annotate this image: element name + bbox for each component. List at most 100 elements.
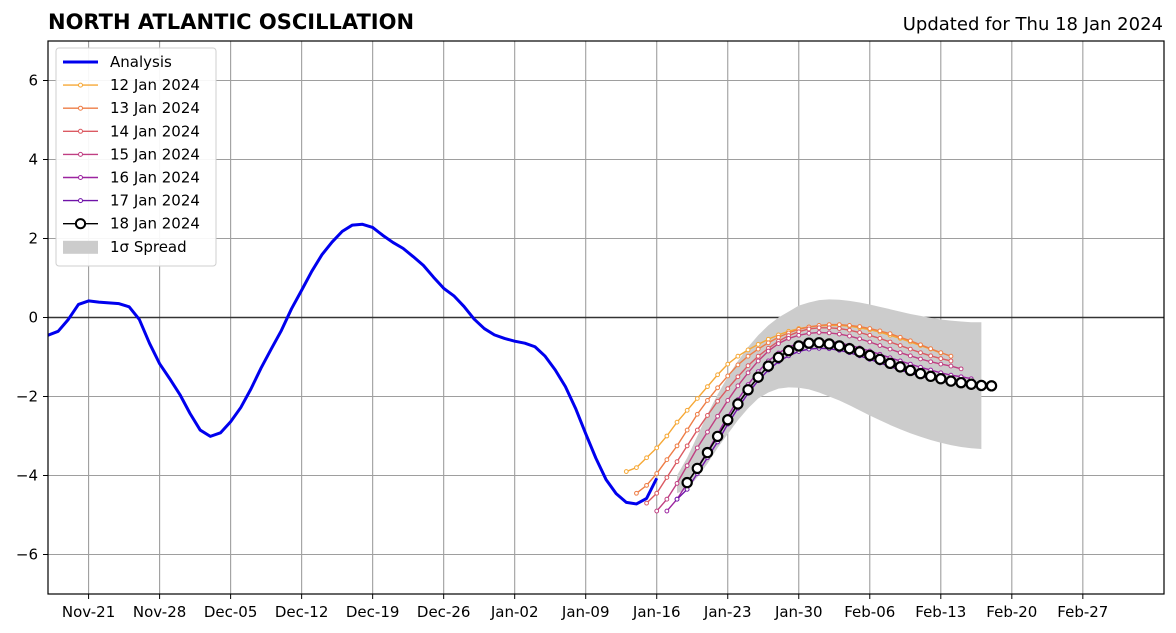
forecast-point (847, 327, 852, 333)
x-tick-label: Jan-30 (774, 603, 823, 621)
x-tick-label: Feb-06 (844, 603, 895, 621)
forecast-point (755, 346, 761, 352)
forecast-point (847, 333, 852, 339)
forecast-point (776, 334, 781, 340)
forecast-point (705, 398, 710, 403)
forecast-point (745, 363, 751, 369)
forecast-point (907, 338, 913, 344)
forecast-point (735, 353, 741, 359)
forecast-point (711, 430, 724, 443)
forecast-point (955, 376, 967, 389)
legend-swatch-marker (78, 151, 83, 157)
forecast-point (674, 443, 680, 449)
forecast-point (694, 411, 700, 417)
forecast-point (806, 326, 812, 332)
y-tick-label: −6 (16, 546, 38, 564)
forecast-point (755, 353, 761, 359)
x-tick-label: Jan-02 (490, 603, 539, 621)
forecast-point (725, 373, 731, 379)
forecast-point (745, 353, 751, 359)
legend-swatch-marker (78, 175, 83, 180)
forecast-point (874, 353, 886, 366)
forecast-point (701, 446, 714, 459)
forecast-point (938, 356, 944, 361)
forecast-point (897, 343, 903, 348)
forecast-point (836, 322, 842, 328)
forecast-point (897, 334, 903, 340)
forecast-point (634, 490, 639, 496)
forecast-point (786, 336, 792, 341)
forecast-point (867, 326, 873, 331)
x-tick-label: Feb-20 (986, 603, 1037, 621)
forecast-point (816, 325, 822, 331)
forecast-point (826, 330, 832, 336)
forecast-point (742, 384, 754, 396)
forecast-point (634, 465, 639, 471)
legend-swatch-marker (78, 198, 83, 204)
forecast-point (644, 455, 649, 461)
legend-label: 16 Jan 2024 (110, 169, 200, 187)
forecast-point (928, 353, 934, 359)
forecast-point (924, 370, 937, 383)
legend-swatch-spread (63, 240, 98, 254)
y-tick-label: −4 (16, 467, 38, 485)
forecast-point (644, 500, 649, 506)
legend-swatch-marker (78, 128, 83, 134)
chart-subtitle: Updated for Thu 18 Jan 2024 (903, 14, 1163, 35)
forecast-point (948, 358, 954, 364)
forecast-point (918, 342, 923, 348)
forecast-point (836, 326, 842, 331)
forecast-point (755, 341, 761, 347)
forecast-point (654, 490, 660, 496)
forecast-point (907, 353, 913, 359)
forecast-point (654, 508, 660, 514)
forecast-point (664, 475, 670, 480)
forecast-point (897, 350, 903, 356)
forecast-series (654, 330, 964, 514)
forecast-point (948, 363, 954, 369)
x-tick-label: Jan-09 (561, 603, 610, 621)
forecast-point (938, 350, 944, 356)
forecast-point (735, 362, 741, 368)
x-tick-label: Jan-16 (632, 603, 681, 621)
forecast-point (725, 361, 731, 367)
chart-title: NORTH ATLANTIC OSCILLATION (48, 10, 414, 34)
forecast-point (867, 332, 873, 338)
forecast-point (664, 496, 670, 502)
forecast-point (745, 347, 751, 353)
forecast-point (803, 337, 815, 349)
forecast-point (904, 364, 917, 377)
legend-label: 13 Jan 2024 (110, 99, 200, 117)
forecast-point (938, 361, 944, 367)
forecast-point (715, 398, 720, 404)
forecast-point (715, 413, 720, 419)
forecast-point (826, 325, 832, 331)
forecast-point (654, 471, 660, 476)
forecast-point (965, 378, 977, 390)
forecast-point (847, 323, 852, 328)
forecast-point (877, 328, 883, 334)
forecast-point (684, 407, 690, 413)
legend-label: 14 Jan 2024 (110, 122, 200, 140)
forecast-point (684, 443, 690, 449)
forecast-point (813, 337, 825, 349)
forecast-point (752, 371, 764, 383)
x-tick-label: Feb-13 (915, 603, 966, 621)
legend-label: 12 Jan 2024 (110, 76, 200, 94)
forecast-point (674, 459, 680, 465)
forecast-point (975, 379, 988, 392)
forecast-point (907, 346, 913, 352)
forecast-point (877, 336, 883, 341)
forecast-point (877, 343, 883, 348)
forecast-point (725, 386, 731, 392)
forecast-point (823, 338, 835, 350)
forecast-point (735, 374, 741, 380)
forecast-point (735, 383, 741, 389)
forecast-point (664, 433, 670, 439)
forecast-point (833, 340, 846, 352)
x-tick-label: Dec-12 (275, 603, 329, 621)
forecast-point (836, 331, 842, 337)
forecast-point (928, 346, 934, 352)
legend-swatch-marker (78, 82, 83, 88)
plot-content (48, 222, 998, 514)
